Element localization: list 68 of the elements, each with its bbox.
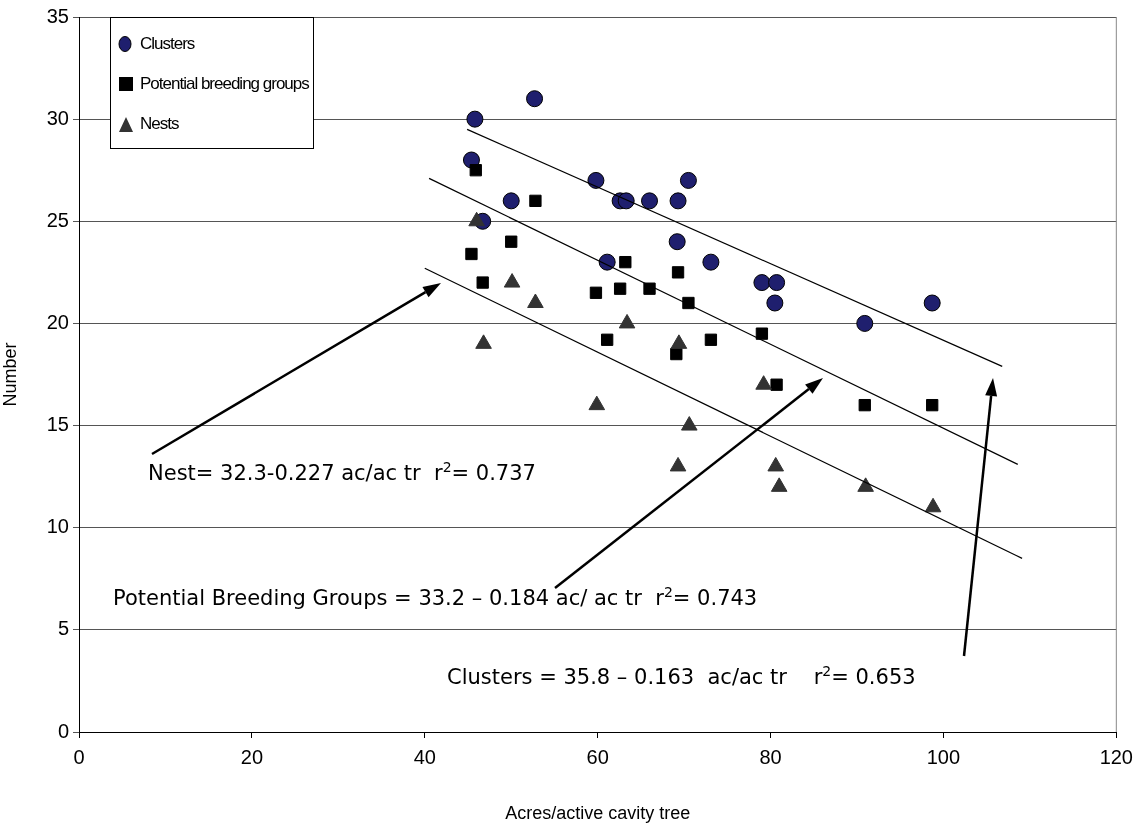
point bbox=[643, 282, 656, 295]
point bbox=[475, 334, 492, 349]
point bbox=[680, 416, 698, 431]
annotation: Clusters = 35.8 – 0.163 ac/ac tr r$^{2}$= 0.653 bbox=[447, 663, 916, 689]
y-tick-label: 10 bbox=[46, 515, 69, 538]
point bbox=[589, 286, 603, 299]
y-tick-label: 35 bbox=[46, 4, 69, 27]
y-tick-label: 0 bbox=[57, 719, 69, 742]
y-tick-label: 20 bbox=[46, 310, 69, 333]
x-tick-label: 20 bbox=[240, 745, 264, 768]
point bbox=[671, 266, 685, 279]
point bbox=[755, 327, 769, 340]
point bbox=[587, 171, 605, 189]
point bbox=[768, 274, 786, 292]
point bbox=[503, 273, 521, 288]
point bbox=[770, 378, 783, 391]
point bbox=[770, 477, 788, 492]
annotation: Nest= 32.3-0.227 ac/ac tr r$^{2}$= 0.737 bbox=[148, 459, 536, 485]
point bbox=[924, 497, 942, 513]
y-tick-label: 30 bbox=[46, 106, 69, 129]
point bbox=[670, 334, 688, 349]
x-tick-label: 0 bbox=[73, 745, 85, 768]
point bbox=[668, 233, 686, 251]
point bbox=[670, 347, 683, 361]
x-tick-label: 100 bbox=[926, 745, 961, 768]
point bbox=[755, 375, 772, 390]
point bbox=[766, 294, 784, 312]
legend-label: Nests bbox=[140, 114, 179, 134]
point bbox=[527, 293, 544, 308]
y-axis-title: Number bbox=[0, 342, 20, 407]
point bbox=[619, 255, 632, 269]
point bbox=[613, 282, 627, 295]
point bbox=[526, 90, 544, 108]
point bbox=[601, 333, 614, 346]
point bbox=[502, 192, 520, 210]
point bbox=[926, 398, 939, 412]
x-tick-label: 40 bbox=[413, 745, 436, 768]
point bbox=[465, 247, 478, 261]
point bbox=[704, 333, 718, 346]
y-tick-label: 15 bbox=[46, 413, 69, 436]
x-tick-label: 80 bbox=[759, 745, 782, 768]
point bbox=[505, 235, 518, 248]
x-tick-label: 60 bbox=[586, 745, 609, 768]
point bbox=[679, 171, 697, 189]
point bbox=[588, 395, 606, 411]
point bbox=[702, 253, 720, 271]
point bbox=[669, 192, 687, 210]
legend-label: Potential breeding groups bbox=[140, 74, 309, 94]
point bbox=[641, 192, 659, 210]
point bbox=[476, 276, 489, 289]
legend-label: Clusters bbox=[140, 34, 195, 54]
point bbox=[466, 110, 484, 128]
x-axis-title: Acres/active cavity tree bbox=[505, 803, 691, 824]
annotation: Potential Breeding Groups = 33.2 – 0.184 ac/ ac tr r$^{2}$= 0.743 bbox=[113, 584, 758, 610]
point bbox=[923, 294, 941, 312]
point bbox=[857, 477, 874, 492]
point bbox=[669, 456, 687, 472]
y-tick-label: 5 bbox=[57, 617, 69, 640]
point bbox=[856, 314, 874, 332]
point bbox=[767, 456, 785, 472]
point bbox=[753, 274, 771, 292]
x-tick-label: 120 bbox=[1099, 745, 1133, 768]
point bbox=[529, 194, 542, 208]
point bbox=[858, 398, 871, 412]
point bbox=[469, 164, 482, 177]
point bbox=[618, 313, 636, 329]
y-tick-label: 25 bbox=[46, 208, 69, 231]
point bbox=[682, 296, 695, 310]
